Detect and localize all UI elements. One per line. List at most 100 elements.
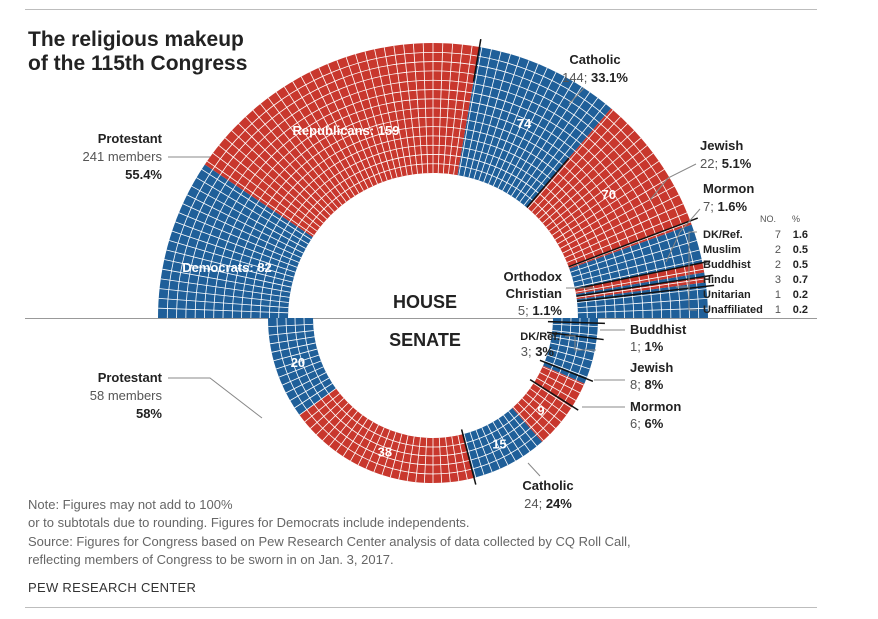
house-grid-spoke bbox=[545, 145, 648, 228]
senate-grid-spoke bbox=[423, 437, 428, 483]
senate-title: SENATE bbox=[389, 330, 461, 350]
house-slice-jewish-democrats bbox=[569, 224, 703, 289]
house-grid-spoke bbox=[523, 103, 606, 206]
senate-boundary-mormon-jewish bbox=[539, 359, 594, 383]
leader-house-jewish bbox=[649, 163, 697, 201]
senate-group-mormon-value: 6; 6% bbox=[630, 416, 664, 431]
house-group-jewish-value: 22; 5.1% bbox=[700, 156, 752, 171]
house-grid-spoke bbox=[473, 54, 511, 179]
senate-bar-label-catholic-democrats: 15 bbox=[492, 436, 506, 451]
house-grid-spoke bbox=[554, 168, 665, 240]
house-grid-spoke bbox=[224, 137, 324, 224]
senate-grid-spoke bbox=[310, 397, 345, 429]
senate-group-catholic-name: Catholic bbox=[522, 478, 573, 493]
house-grid-spoke bbox=[162, 268, 291, 293]
senate-grid-spoke bbox=[542, 366, 584, 386]
senate-grid-spoke bbox=[415, 437, 421, 483]
house-grid-spoke bbox=[488, 63, 539, 185]
senate-slice-mormon-democrats bbox=[543, 362, 587, 384]
senate-grid-spoke bbox=[481, 427, 501, 469]
senate-grid-spoke bbox=[328, 411, 358, 447]
senate-grid-spoke bbox=[299, 388, 337, 416]
senate-grid-spoke bbox=[278, 360, 322, 378]
senate-grid-spoke bbox=[503, 414, 531, 452]
house-grid-spoke bbox=[196, 177, 309, 245]
senate-grid-spoke bbox=[342, 418, 368, 457]
senate-grid-spoke bbox=[304, 393, 340, 423]
house-group-mormon-value: 7; 1.6% bbox=[703, 199, 748, 214]
house-grid-spoke bbox=[238, 123, 331, 216]
house-boundary-jewish-mormon bbox=[574, 260, 711, 290]
house-grid-spoke bbox=[497, 71, 557, 189]
senate-grid-spoke bbox=[273, 348, 318, 362]
senate-grid-spoke bbox=[548, 348, 593, 362]
house-chart bbox=[158, 42, 708, 319]
senate-grid-spoke bbox=[451, 436, 460, 482]
house-grid-spoke bbox=[403, 44, 418, 174]
senate-grid-spoke bbox=[335, 414, 363, 452]
house-table-header-no: NO. bbox=[760, 214, 776, 224]
senate-grid-spoke bbox=[357, 424, 379, 466]
house-grid-spoke bbox=[570, 230, 695, 273]
senate-group-buddhist-name: Buddhist bbox=[630, 322, 687, 337]
senate-grid-spoke bbox=[539, 372, 581, 394]
chart-labels: HOUSE SENATE Democrats: 82 Republicans: 159… bbox=[83, 52, 808, 511]
house-boundary-mormon-orthodox bbox=[576, 274, 713, 297]
senate-grid-spoke bbox=[512, 406, 544, 441]
house-grid-spoke bbox=[442, 43, 454, 174]
senate-grid-spoke bbox=[268, 330, 314, 336]
house-table-row-buddhist-name: Buddhist bbox=[703, 259, 751, 271]
house-grid-spoke bbox=[515, 91, 591, 200]
leader-senate-protestant bbox=[168, 377, 263, 419]
senate-group-protestant-count: 58 members bbox=[90, 388, 163, 403]
house-grid-spoke bbox=[336, 60, 383, 183]
senate-grid-spoke bbox=[289, 377, 330, 401]
senate-slice-protestant-democrats bbox=[268, 318, 336, 415]
senate-grid-spoke bbox=[536, 377, 577, 401]
senate-grid-spoke bbox=[533, 383, 572, 409]
house-group-orthodox-name2: Christian bbox=[506, 286, 562, 301]
leader-house-mormon bbox=[665, 208, 701, 263]
house-grid-spoke bbox=[383, 47, 408, 176]
house-grid-spoke bbox=[171, 230, 296, 273]
house-grid-spoke bbox=[557, 177, 670, 245]
senate-group-catholic-value: 24; 24% bbox=[524, 496, 572, 511]
house-grid-spoke bbox=[178, 212, 300, 263]
senate-grid-spoke bbox=[271, 342, 316, 353]
house-label-republicans: Republicans: 159 bbox=[293, 123, 400, 138]
house-table-row-buddhist-pct: 0.5 bbox=[793, 259, 808, 271]
house-grid-spoke bbox=[560, 185, 675, 249]
house-grid-spoke bbox=[201, 168, 312, 240]
house-grid-spoke bbox=[422, 43, 429, 174]
house-slice-catholic-republicans bbox=[526, 108, 691, 267]
house-grid-spoke bbox=[506, 81, 574, 194]
house-table-row-hindu-pct: 0.7 bbox=[793, 274, 808, 286]
senate-grid-spoke bbox=[552, 330, 598, 336]
house-grid-spoke bbox=[292, 81, 360, 194]
house-grid-spoke bbox=[260, 103, 343, 206]
house-grid-spoke bbox=[166, 249, 293, 283]
senate-grid-spoke bbox=[316, 402, 349, 435]
house-table-row-hindu-name: Hindu bbox=[703, 274, 734, 286]
house-grid-spoke bbox=[577, 288, 707, 303]
house-grid-spoke bbox=[206, 160, 315, 236]
senate-grid-spoke bbox=[463, 433, 477, 478]
house-slice-protestant-republicans bbox=[204, 42, 480, 238]
house-table-row-unitarian-pct: 0.2 bbox=[793, 289, 808, 301]
house-grid-spoke bbox=[468, 51, 502, 178]
senate-grid-spoke bbox=[381, 432, 397, 476]
source-line-2: reflecting members of Congress to be swo… bbox=[28, 552, 394, 567]
senate-grid-spoke bbox=[551, 336, 597, 345]
senate-grid-spoke bbox=[275, 354, 319, 370]
house-grid-spoke bbox=[573, 249, 700, 283]
house-grid-spoke bbox=[218, 145, 321, 228]
house-grid-spoke bbox=[252, 109, 339, 209]
senate-grid-spoke bbox=[526, 393, 562, 423]
house-grid-spoke bbox=[267, 97, 347, 203]
house-grid-spoke bbox=[574, 259, 702, 288]
senate-grid-spoke bbox=[517, 402, 550, 435]
house-table-row-hindu-no: 3 bbox=[775, 274, 781, 286]
house-table-bracket bbox=[688, 231, 697, 311]
house-grid-spoke bbox=[527, 109, 614, 209]
house-group-protestant-name: Protestant bbox=[98, 131, 163, 146]
